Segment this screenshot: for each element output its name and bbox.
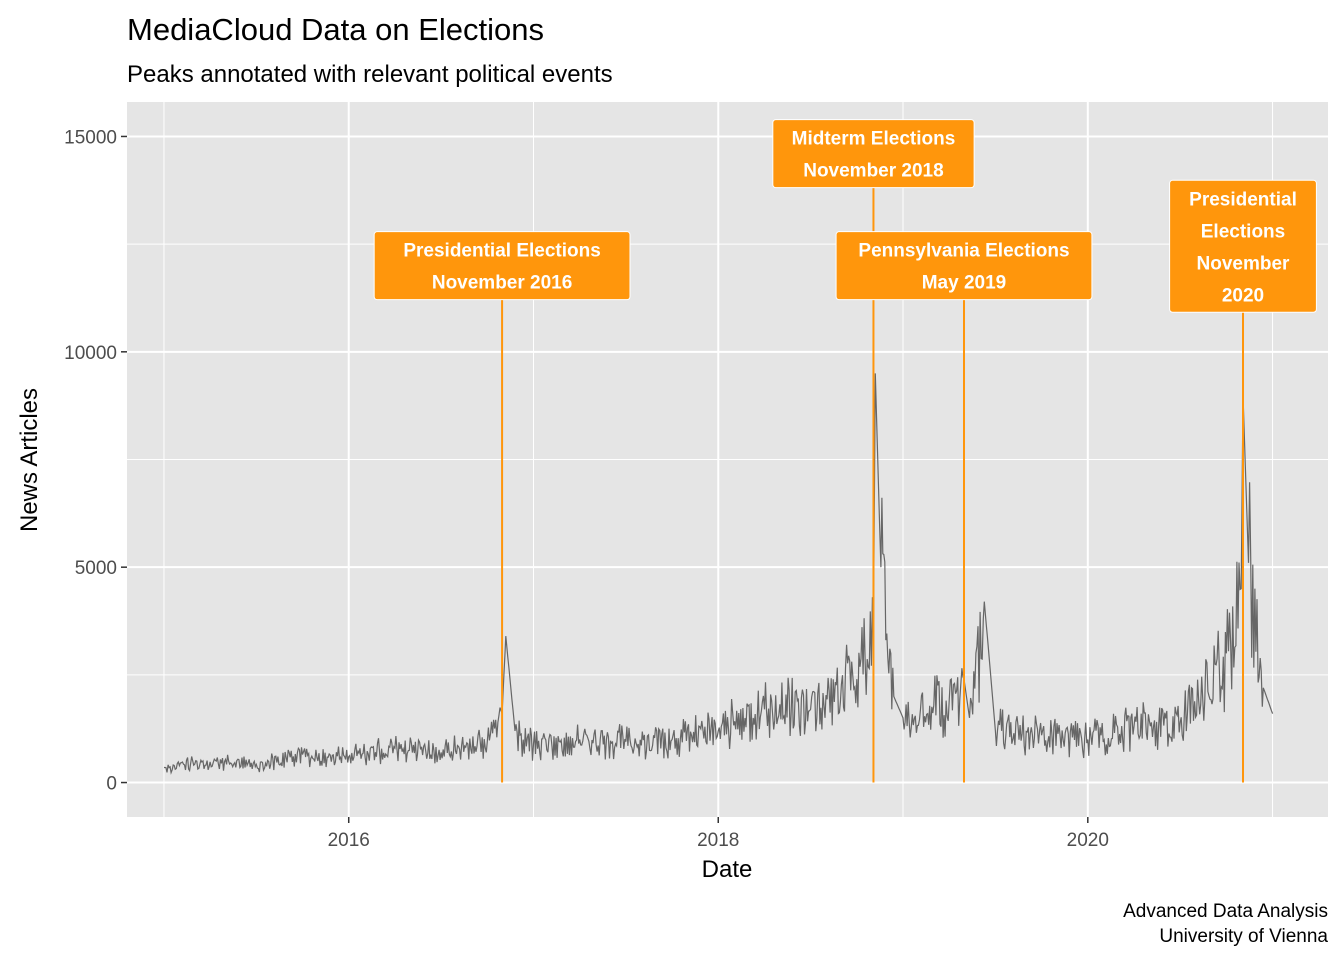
grid (127, 102, 1328, 817)
annotation-label: Presidential Elections November 2020 (1169, 179, 1317, 313)
y-tick-label: 5000 (75, 558, 117, 579)
annotation-text: November 2018 (803, 161, 943, 182)
annotation-text: November (1197, 253, 1291, 274)
y-tick-label: 10000 (64, 343, 117, 364)
annotation-text: Presidential Elections (403, 241, 600, 262)
x-tick-label: 2016 (328, 830, 370, 851)
annotation-text: November 2016 (432, 273, 572, 294)
x-tick-label: 2020 (1067, 830, 1109, 851)
annotation-label: Pennsylvania Elections May 2019 (835, 231, 1093, 301)
annotation-box (1169, 179, 1317, 313)
annotation-layer: Presidential Elections November 2016 Midte… (373, 119, 1317, 783)
chart-subtitle: Peaks annotated with relevant political … (127, 61, 613, 88)
annotation-text: May 2019 (922, 273, 1007, 294)
chart-title: MediaCloud Data on Elections (127, 12, 544, 47)
annotation-box (835, 231, 1093, 301)
annotation-text: Midterm Elections (792, 129, 956, 150)
x-axis-title: Date (702, 856, 753, 883)
y-tick-label: 0 (106, 774, 117, 795)
y-tick-label: 15000 (64, 127, 117, 148)
caption-line-1: Advanced Data Analysis (1123, 901, 1328, 922)
series-layer (164, 373, 1274, 775)
annotation-box (373, 231, 631, 301)
annotation-text: Elections (1201, 221, 1285, 242)
x-tick-label: 2018 (697, 830, 739, 851)
annotation-label: Midterm Elections November 2018 (772, 119, 975, 189)
series-line (164, 373, 1274, 775)
y-axis-title: News Articles (16, 388, 43, 532)
annotation-label: Presidential Elections November 2016 (373, 231, 631, 301)
annotation-text: 2020 (1222, 285, 1264, 306)
annotation-box (772, 119, 975, 189)
annotation-text: Presidential (1189, 189, 1297, 210)
annotation-text: Pennsylvania Elections (858, 241, 1069, 262)
axis-layer: 2016 2018 2020 0 5000 10000 15000 (64, 127, 1109, 851)
caption-line-2: University of Vienna (1159, 926, 1328, 947)
